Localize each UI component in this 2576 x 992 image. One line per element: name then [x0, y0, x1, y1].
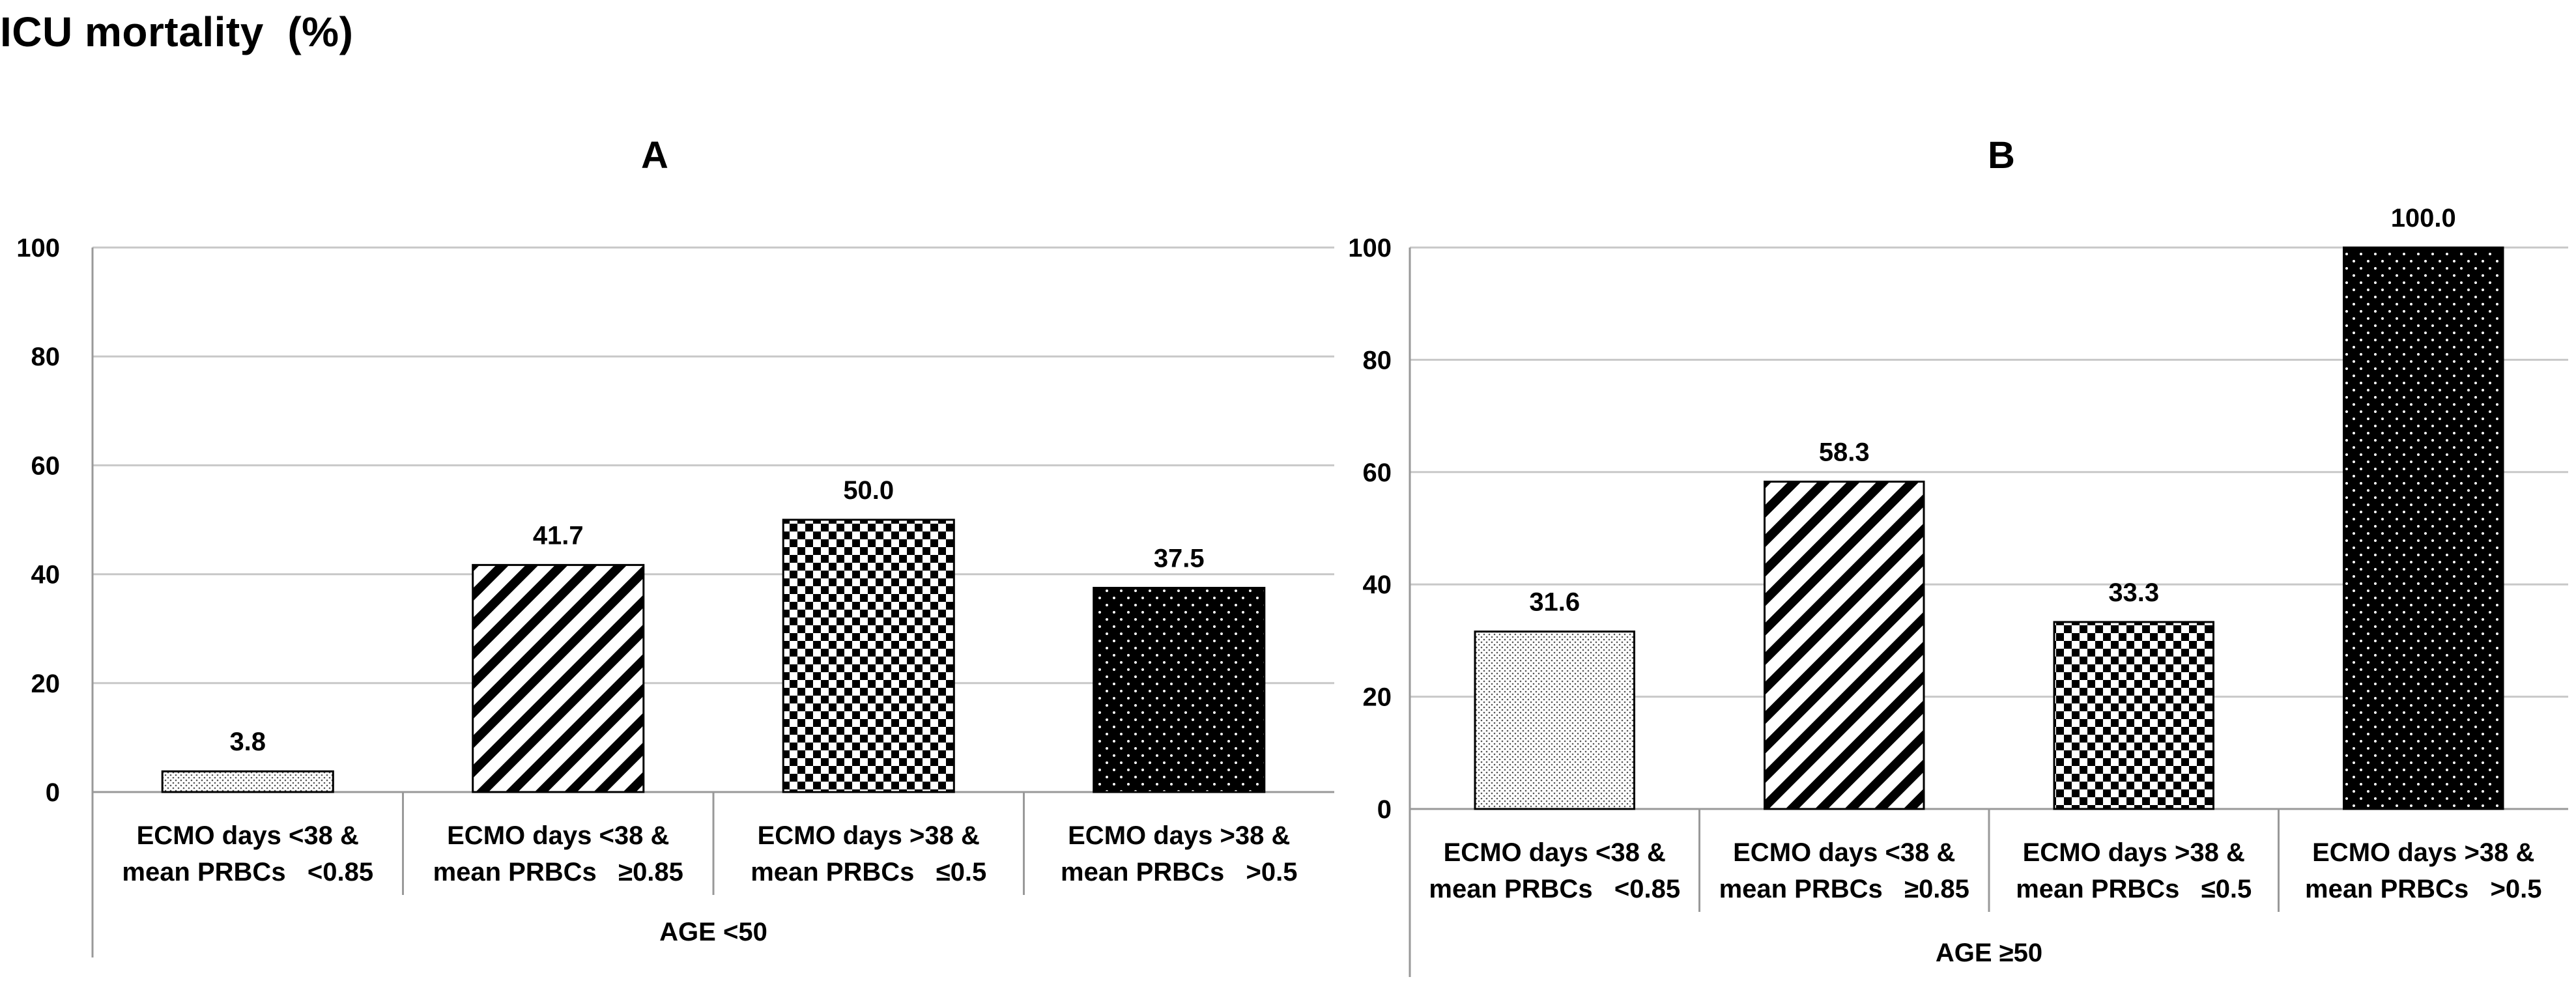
- category-label: ECMO days <38 &: [1444, 838, 1666, 867]
- panel-title: A: [641, 134, 668, 177]
- bar: [2343, 246, 2504, 810]
- y-tick-label: 80: [1363, 346, 1392, 375]
- category-label: ECMO days <38 &: [1733, 838, 1955, 867]
- bar: [1764, 480, 1925, 810]
- category-label: mean PRBCs >0.5: [2305, 875, 2542, 903]
- panel-title: B: [1988, 134, 2015, 177]
- category-label: mean PRBCs ≤0.5: [2016, 875, 2252, 903]
- category-label: ECMO days <38 &: [137, 821, 359, 850]
- category-label: mean PRBCs <0.85: [1429, 875, 1680, 903]
- y-tick-label: 60: [1363, 459, 1392, 487]
- y-tick-label: 0: [46, 778, 60, 807]
- category-label: mean PRBCs >0.5: [1061, 858, 1298, 886]
- y-tick-label: 20: [1363, 683, 1392, 712]
- bar-value-label: 50.0: [843, 476, 894, 505]
- y-tick-label: 60: [31, 451, 61, 480]
- category-label: ECMO days >38 &: [1068, 821, 1290, 850]
- category-label: ECMO days >38 &: [758, 821, 980, 850]
- category-label: ECMO days >38 &: [2023, 838, 2245, 867]
- y-tick-label: 100: [1348, 234, 1392, 262]
- bar-value-label: 41.7: [533, 521, 584, 550]
- y-tick-label: 40: [1363, 571, 1392, 599]
- chart-main-title: ICU mortality (%): [0, 8, 354, 55]
- bar-value-label: 31.6: [1529, 588, 1580, 617]
- category-label: mean PRBCs ≤0.5: [751, 858, 986, 886]
- chart-panel-a: A 0 20 40 60 80 100 3.8 ECMO days <38 & mean PRBC…: [16, 134, 1334, 957]
- category-label: mean PRBCs <0.85: [122, 858, 373, 886]
- bar-value-label: 3.8: [229, 728, 266, 756]
- bar: [2053, 621, 2214, 810]
- group-label: AGE ≥50: [1936, 939, 2042, 967]
- bar: [1093, 587, 1266, 793]
- bar: [161, 770, 334, 793]
- category-label: mean PRBCs ≥0.85: [1719, 875, 1969, 903]
- y-tick-label: 20: [31, 670, 61, 698]
- category-label: ECMO days >38 &: [2312, 838, 2534, 867]
- category-label: ECMO days <38 &: [447, 821, 669, 850]
- chart-panel-b: B 0 20 40 60 80 100 31.6 ECMO days <38 & mean PRB…: [1348, 134, 2568, 977]
- bar: [782, 518, 955, 793]
- y-tick-label: 100: [16, 234, 60, 262]
- category-label: mean PRBCs ≥0.85: [433, 858, 683, 886]
- y-tick-label: 80: [31, 343, 61, 371]
- bar-value-label: 100.0: [2391, 204, 2456, 233]
- bar-value-label: 33.3: [2108, 578, 2159, 607]
- y-tick-label: 40: [31, 561, 61, 589]
- bar-value-label: 37.5: [1154, 545, 1205, 573]
- bar: [1474, 631, 1635, 810]
- y-tick-label: 0: [1377, 795, 1392, 824]
- group-label: AGE <50: [659, 918, 767, 946]
- bar-value-label: 58.3: [1819, 438, 1870, 466]
- bar: [472, 563, 645, 793]
